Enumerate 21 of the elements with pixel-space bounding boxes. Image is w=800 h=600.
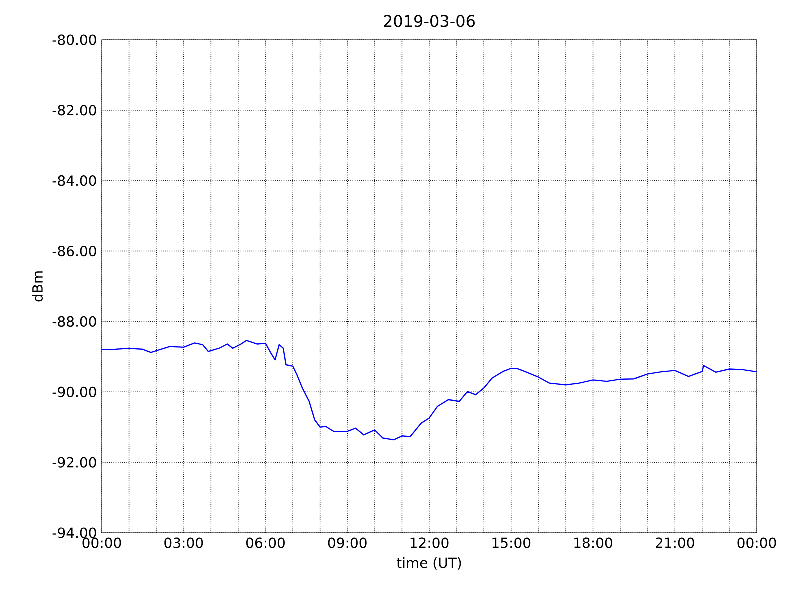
y-tick-label: -80.00 xyxy=(52,34,96,46)
x-tick-label: 18:00 xyxy=(574,538,612,548)
y-tick-label: -92.00 xyxy=(52,457,96,468)
x-tick-label: 15:00 xyxy=(492,538,531,548)
y-tick-label: -88.00 xyxy=(52,316,96,327)
x-tick-label: 09:00 xyxy=(328,538,367,548)
y-tick-label: -86.00 xyxy=(52,246,96,257)
x-tick-label: 00:00 xyxy=(738,538,776,548)
y-tick-label: -94.00 xyxy=(52,528,96,538)
x-tick-label: 06:00 xyxy=(246,538,285,548)
x-tick-label: 21:00 xyxy=(656,538,694,548)
y-axis-title: dBm xyxy=(32,272,43,302)
line-series xyxy=(102,340,758,441)
y-tick-label: -84.00 xyxy=(52,176,96,186)
x-axis-title: time (UT) xyxy=(396,557,462,570)
x-tick-label: 03:00 xyxy=(164,538,204,548)
x-tick-label: 00:00 xyxy=(82,538,122,548)
chart-title: 2019-03-06 xyxy=(384,15,475,28)
x-tick-label: 12:00 xyxy=(410,538,449,548)
y-tick-label: -90.00 xyxy=(52,386,96,398)
y-tick-label: -82.00 xyxy=(52,105,96,116)
